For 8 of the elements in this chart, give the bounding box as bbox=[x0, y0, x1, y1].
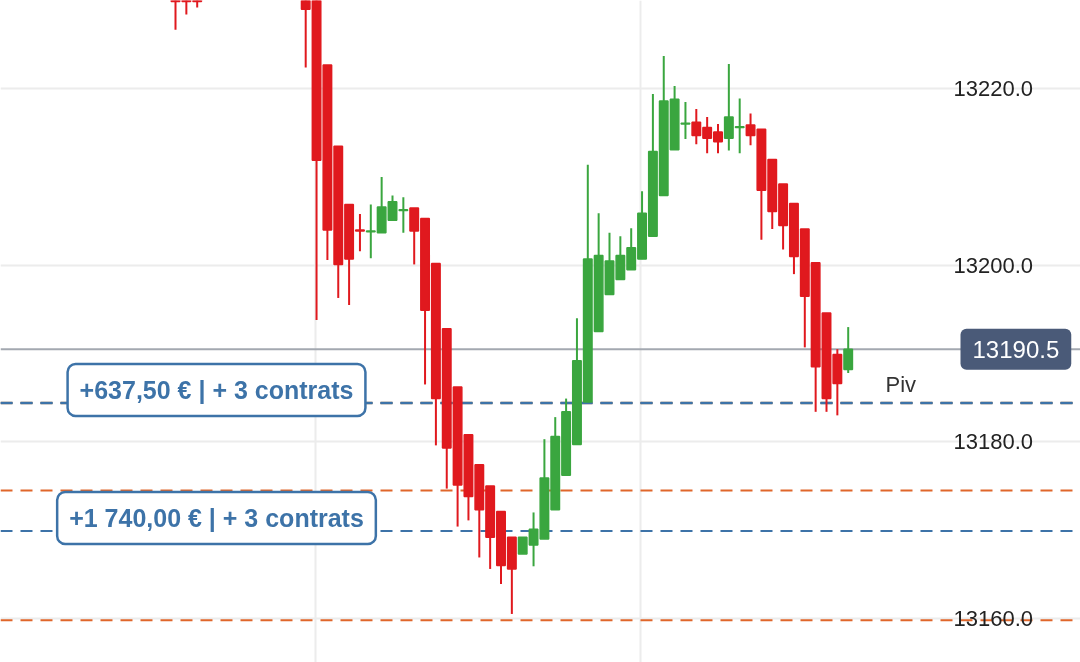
y-tick-label: 13200.0 bbox=[953, 252, 1034, 278]
y-tick-label: 13180.0 bbox=[953, 429, 1034, 455]
ref-line-label: 13190.5 bbox=[972, 335, 1060, 363]
y-tick-label: 13220.0 bbox=[953, 76, 1034, 102]
ref-line-label: Piv bbox=[885, 372, 917, 397]
y-tick-label: 13160.0 bbox=[953, 605, 1034, 631]
ref-line-label: +1 740,00 € | + 3 contrats bbox=[69, 503, 364, 532]
ref-line-label: +637,50 € | + 3 contrats bbox=[79, 376, 354, 404]
